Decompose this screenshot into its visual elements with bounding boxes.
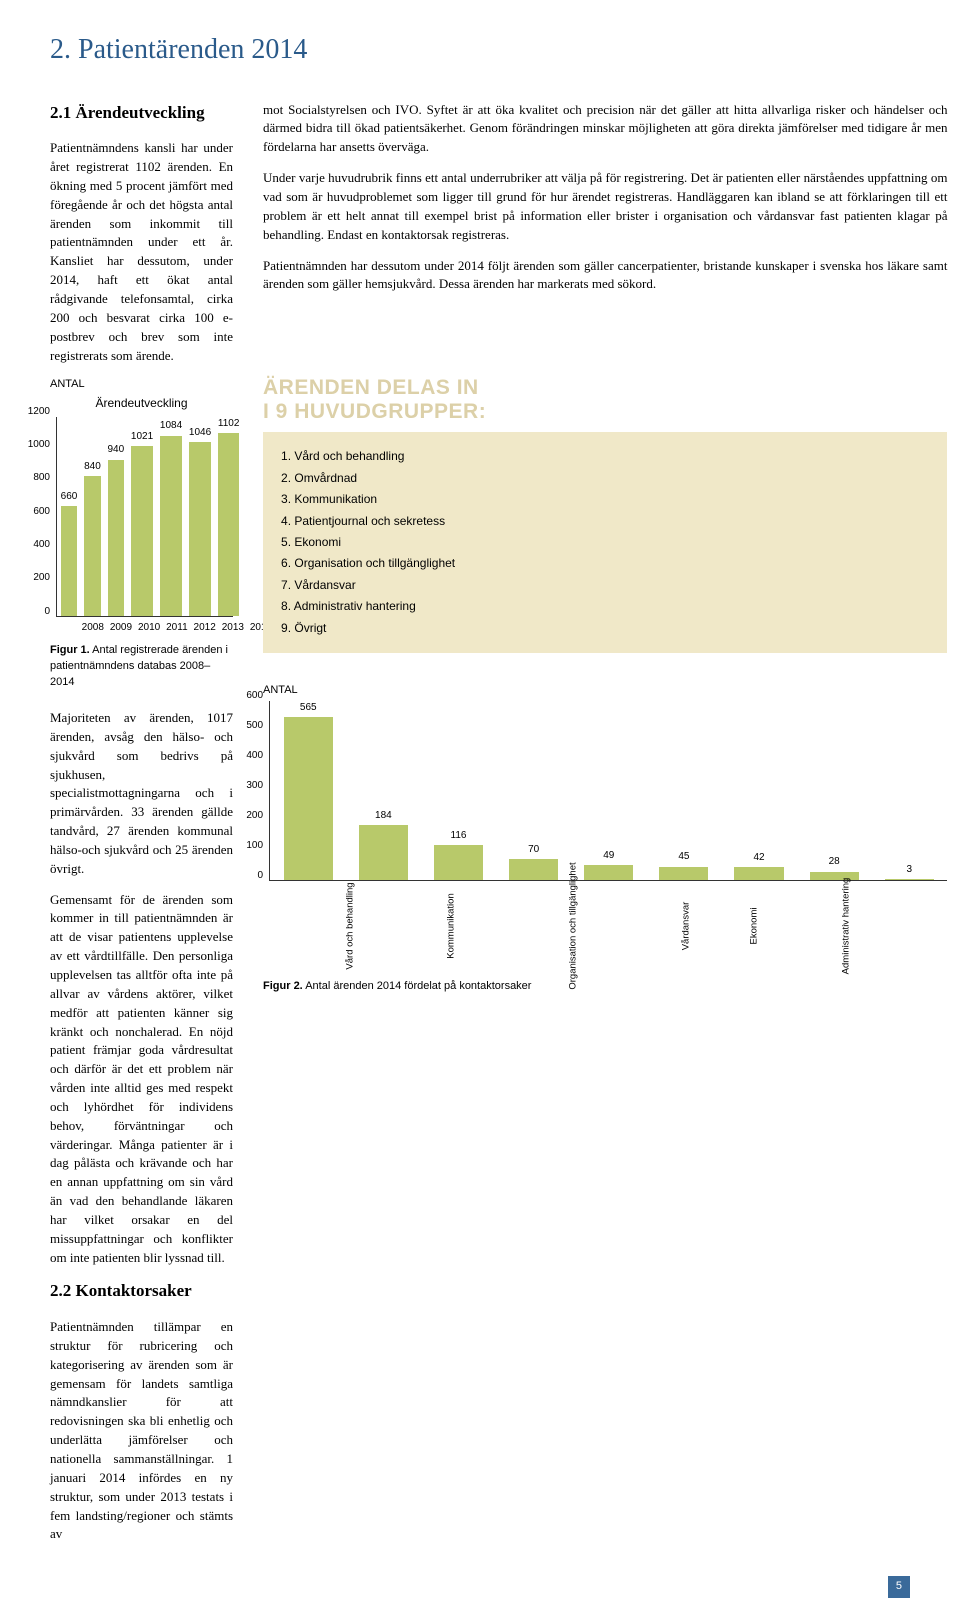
bar-value-label: 940 — [108, 443, 125, 458]
section-2-1-heading: 2.1 Ärendeutveckling — [50, 101, 233, 126]
bar — [218, 433, 240, 616]
groups-box-title: ÄRENDEN DELAS IN I 9 HUVUDGRUPPER: — [263, 376, 947, 424]
bar-column: 660 — [61, 417, 78, 616]
bar-value-label: 49 — [603, 849, 614, 864]
bar-column: 49 — [584, 701, 633, 880]
bar-column: 116 — [434, 701, 483, 880]
bar-column: 184 — [359, 701, 408, 880]
x-tick-label: Ekonomi — [707, 907, 797, 944]
bar — [434, 845, 483, 880]
bar-value-label: 1046 — [189, 426, 211, 441]
group-list-item: 8. Administrativ hantering — [281, 596, 929, 617]
group-list-item: 9. Övrigt — [281, 618, 929, 639]
chart-1-ylabel: ANTAL — [50, 377, 233, 393]
paragraph-1: Patientnämndens kansli har under året re… — [50, 139, 233, 365]
bar-value-label: 42 — [753, 851, 764, 866]
bar — [885, 879, 934, 880]
bar — [734, 867, 783, 880]
x-tick-label: 2011 — [166, 617, 188, 636]
x-tick-label: 2013 — [222, 617, 244, 636]
bar-column: 1102 — [218, 417, 240, 616]
figure-1-label: Figur 1. — [50, 644, 90, 656]
group-list-item: 5. Ekonomi — [281, 532, 929, 553]
bar — [61, 506, 78, 615]
x-tick-label: Patientjournal och sekretess — [932, 866, 960, 985]
bar — [659, 867, 708, 880]
bar-value-label: 3 — [906, 863, 912, 878]
chart-2: ANTAL 0100200300400500600 56518411670494… — [263, 683, 947, 971]
bar-value-label: 28 — [829, 855, 840, 870]
bar-value-label: 70 — [528, 843, 539, 858]
x-tick-label: Administrativ hantering — [799, 878, 889, 975]
group-list-item: 3. Kommunikation — [281, 489, 929, 510]
page-title: 2. Patientärenden 2014 — [50, 30, 910, 71]
bar-value-label: 660 — [61, 490, 78, 505]
bar — [189, 442, 211, 615]
group-list-item: 6. Organisation och tillgänglighet — [281, 553, 929, 574]
bar-value-label: 184 — [375, 809, 392, 824]
paragraph-4: Patientnämnden har dessutom under 2014 f… — [263, 257, 947, 295]
bar-column: 1021 — [131, 417, 153, 616]
bar-column: 1046 — [189, 417, 211, 616]
bar-column: 1084 — [160, 417, 182, 616]
bar-column: 42 — [734, 701, 783, 880]
figure-1-caption: Figur 1. Antal registrerade ärenden i pa… — [50, 643, 233, 691]
group-list-item: 1. Vård och behandling — [281, 446, 929, 467]
figure-2-label: Figur 2. — [263, 980, 303, 992]
bar-column: 45 — [659, 701, 708, 880]
bar-column: 565 — [284, 701, 333, 880]
page-number: 5 — [888, 1576, 910, 1598]
paragraph-5: Majoriteten av ärenden, 1017 ärenden, av… — [50, 709, 233, 879]
bar — [131, 446, 153, 615]
paragraph-6: Gemensamt för de ärenden som kommer in t… — [50, 891, 233, 1268]
groups-box: 1. Vård och behandling2. Omvårdnad3. Kom… — [263, 432, 947, 653]
group-list-item: 7. Vårdansvar — [281, 575, 929, 596]
bar-column: 28 — [810, 701, 859, 880]
paragraph-2: mot Socialstyrelsen och IVO. Syftet är a… — [263, 101, 947, 158]
bar — [359, 825, 408, 880]
paragraph-7: Patientnämnden tillämpar en struktur för… — [50, 1318, 233, 1544]
x-tick-label: Kommunikation — [405, 893, 495, 958]
chart-1-title: Ärendeutveckling — [50, 395, 233, 412]
bar-value-label: 565 — [300, 701, 317, 716]
chart-2-ylabel: ANTAL — [263, 683, 947, 699]
bar-column: 70 — [509, 701, 558, 880]
x-tick-label: Vård och behandling — [303, 882, 393, 969]
bar-value-label: 1102 — [218, 417, 240, 432]
bar-column: 940 — [108, 417, 125, 616]
bar-value-label: 116 — [451, 829, 467, 844]
groups-list: 1. Vård och behandling2. Omvårdnad3. Kom… — [281, 446, 929, 639]
bar — [160, 436, 182, 616]
section-2-2-heading: 2.2 Kontaktorsaker — [50, 1279, 233, 1304]
bar — [84, 476, 101, 615]
x-tick-label: 2010 — [138, 617, 160, 636]
bar-value-label: 45 — [678, 850, 689, 865]
group-list-item: 2. Omvårdnad — [281, 468, 929, 489]
bar — [284, 717, 333, 880]
groups-box-title-line2: I 9 HUVUDGRUPPER: — [263, 400, 486, 423]
bar-value-label: 1021 — [131, 430, 153, 445]
bar-column: 3 — [885, 701, 934, 880]
x-tick-label: 2012 — [194, 617, 216, 636]
x-tick-label: 2009 — [110, 617, 132, 636]
bar-column: 840 — [84, 417, 101, 616]
bar-value-label: 840 — [84, 460, 101, 475]
figure-2-text: Antal ärenden 2014 fördelat på kontaktor… — [303, 980, 532, 992]
chart-1: ANTAL Ärendeutveckling 02004006008001000… — [50, 377, 233, 635]
bar-value-label: 1084 — [160, 419, 182, 434]
bar — [108, 460, 125, 616]
x-tick-label: 2008 — [82, 617, 104, 636]
x-tick-label: Organisation och tillgänglighet — [526, 862, 616, 989]
group-list-item: 4. Patientjournal och sekretess — [281, 511, 929, 532]
groups-box-title-line1: ÄRENDEN DELAS IN — [263, 376, 479, 399]
paragraph-3: Under varje huvudrubrik finns ett antal … — [263, 169, 947, 244]
